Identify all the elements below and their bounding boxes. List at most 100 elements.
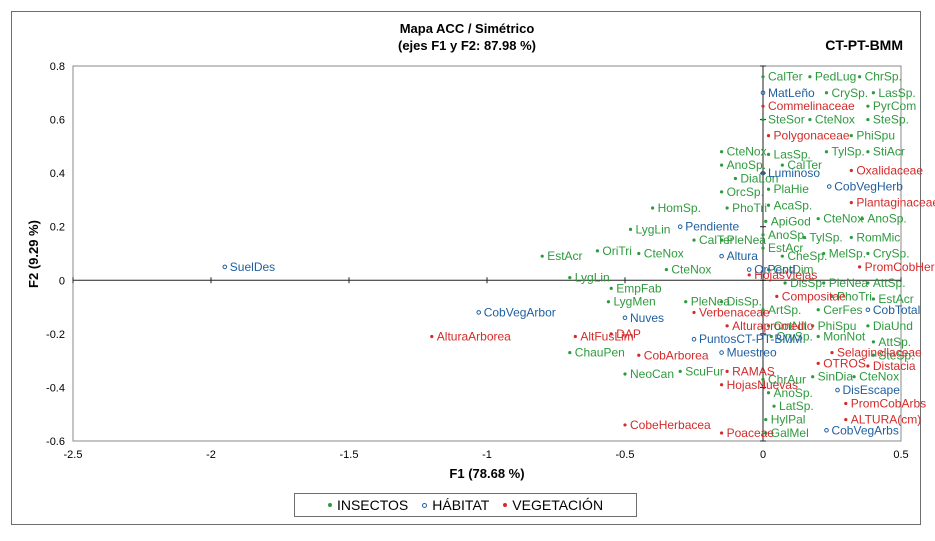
point-label: AnoSp. <box>867 212 906 226</box>
data-point <box>780 163 784 167</box>
data-point <box>766 187 771 191</box>
point-label: CheSp. <box>787 249 827 263</box>
data-point <box>760 90 766 96</box>
point-label: SuelDes <box>230 260 275 274</box>
data-point <box>623 423 627 427</box>
point-label: EstAcr <box>547 249 582 263</box>
point-label: PyrCom <box>873 99 916 113</box>
point-label: Pendiente <box>685 220 739 234</box>
point-label: SteSor <box>768 113 805 127</box>
chart-title: Mapa ACC / Simétrico <box>400 21 535 36</box>
data-point <box>844 417 848 422</box>
point-label: Nuves <box>630 311 664 325</box>
data-point <box>691 336 697 342</box>
point-label: Muestreo <box>727 346 777 360</box>
data-point <box>816 361 820 365</box>
data-point <box>684 300 688 304</box>
point-label: PuntosCT-PT-BMM <box>699 332 802 346</box>
point-label: OrcSp. <box>727 185 764 199</box>
data-point <box>430 334 434 339</box>
point-label: PhoTri <box>837 289 872 303</box>
data-point <box>858 265 862 269</box>
point-label: EmpFab <box>616 281 662 295</box>
data-point <box>720 300 724 304</box>
point-label: CteNox <box>823 212 863 226</box>
point-label: SinDia <box>818 370 854 384</box>
data-point <box>764 219 768 223</box>
data-point <box>725 206 729 210</box>
data-point <box>866 324 870 328</box>
data-point <box>830 294 834 298</box>
point-label: AlturaArborea <box>437 330 511 344</box>
point-label: ChauPen <box>575 346 625 360</box>
data-point <box>849 168 853 173</box>
point-label: GalMel <box>771 426 809 440</box>
legend-label: VEGETACIÓN <box>512 497 604 513</box>
point-label: DiaLon <box>740 172 778 186</box>
data-point <box>766 324 771 328</box>
data-point <box>802 235 807 240</box>
point-label: MonNot <box>823 330 866 344</box>
point-label: EstAcr <box>768 241 803 255</box>
data-point <box>720 163 724 167</box>
legend: INSECTOS HÁBITAT VEGETACIÓN <box>294 493 637 517</box>
point-label: DisEscape <box>843 383 901 397</box>
y-tick-label: 0.8 <box>50 61 65 73</box>
data-point <box>766 152 771 156</box>
data-point <box>808 75 812 79</box>
point-label: TylSp. <box>809 230 842 244</box>
data-point <box>720 431 724 435</box>
point-label: AnoSp. <box>774 386 813 400</box>
point-label: CerFes <box>823 303 862 317</box>
data-point <box>858 75 862 79</box>
data-point <box>766 203 771 207</box>
legend-item-insectos: INSECTOS <box>327 497 408 513</box>
point-label: CteNox <box>815 113 855 127</box>
data-point <box>775 294 779 298</box>
data-point <box>866 364 870 368</box>
data-point <box>764 417 768 422</box>
data-point <box>720 238 724 242</box>
data-point <box>871 297 876 301</box>
point-label: Plantaginaceae <box>856 196 935 210</box>
data-point <box>720 150 724 154</box>
point-label: HylPal <box>771 413 806 427</box>
point-label: CrySp. <box>776 330 813 344</box>
point-label: PhoTri <box>732 201 767 215</box>
point-label: CobArborea <box>644 348 709 362</box>
x-tick-label: -2 <box>206 449 216 461</box>
data-point <box>609 332 613 336</box>
point-label: MatLeño <box>768 86 815 100</box>
point-label: AcaSp. <box>774 198 813 212</box>
point-label: LygLin <box>636 222 671 236</box>
point-label: Verbenaceae <box>699 305 770 319</box>
data-point <box>761 117 765 122</box>
chart-frame <box>11 11 921 525</box>
data-point <box>816 308 820 312</box>
legend-item-habitat: HÁBITAT <box>422 497 489 513</box>
data-point <box>866 251 870 256</box>
data-point <box>692 310 696 315</box>
data-point <box>637 251 641 256</box>
point-label: AnoSp. <box>768 228 807 242</box>
point-label: CalTer <box>768 70 803 84</box>
data-point <box>866 117 870 122</box>
data-point <box>769 334 773 339</box>
point-label: OrPend <box>754 263 795 277</box>
y-tick-label: -0.4 <box>46 382 65 394</box>
data-point <box>772 404 776 408</box>
data-point <box>826 184 832 189</box>
point-label: CalTer <box>787 158 822 172</box>
point-label: RAMAS <box>732 364 775 378</box>
point-label: LatSp. <box>779 399 814 413</box>
data-point <box>816 334 820 339</box>
habitat-marker-icon <box>422 502 428 508</box>
point-label: Compositae <box>782 289 846 303</box>
data-point <box>725 369 729 373</box>
data-point <box>568 276 572 280</box>
data-point <box>780 254 784 258</box>
data-point <box>808 117 812 122</box>
point-label: PlaHie <box>774 182 810 196</box>
x-tick-label: -2.5 <box>64 449 83 461</box>
